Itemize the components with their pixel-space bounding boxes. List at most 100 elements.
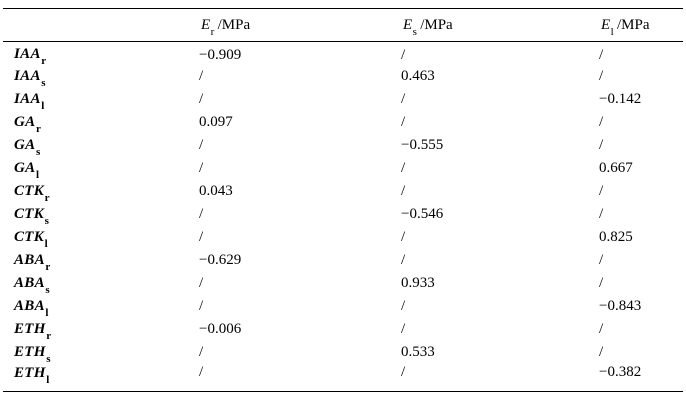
column-symbol: E [201,16,211,33]
cell-ga-l-col2: / [401,159,406,176]
row-label-subscript: l [45,306,49,319]
cell-ga-l-col3: 0.667 [599,159,633,176]
column-header-l: El /MPa [599,8,683,42]
cell-ga-s-col2: −0.555 [401,136,444,153]
row-label-text: GA [14,159,36,176]
cell-ga-s-col1: / [199,136,204,153]
row-label-subscript: r [46,329,52,342]
row-label-eth-r: ETHr [3,318,199,342]
cell-eth-r-col2: / [401,320,406,337]
table-row-ga-s: GAs / −0.555/ [3,134,683,158]
cell-iaa-s-col1: / [199,67,204,84]
cell-iaa-l-col1: / [199,90,204,107]
table-header: Er /MPa Es /MPa El /MPa [3,8,683,42]
column-unit: /MPa [213,16,251,33]
table-body: IAAr −0.909// IAAs/0.463/IAAl / / −0.142 GAr 0.… [3,42,683,392]
row-label-subscript: l [46,373,50,386]
row-label-subscript: l [41,99,45,112]
cell-eth-l-col3: −0.382 [599,364,642,380]
cell-eth-s-col1: / [199,343,204,360]
cell-aba-s-col2: 0.933 [401,274,435,291]
row-label-text: GA [14,113,36,130]
row-label-subscript: r [45,260,51,273]
row-label-subscript: s [46,352,51,365]
cell-ctk-s-col3: / [599,205,604,222]
cell-eth-s-col2: 0.533 [401,343,435,360]
cell-aba-r-col3: / [599,251,604,268]
cell-ctk-r-col3: / [599,182,604,199]
row-label-text: ETH [14,343,46,360]
row-label-ga-l: GAl [3,157,199,181]
cell-ctk-r-col1: 0.043 [199,182,233,199]
cell-iaa-r-col2: / [401,46,406,63]
column-header-r: Er /MPa [199,8,401,42]
cell-ctk-l-col2: / [401,228,406,245]
column-subscript: r [210,25,215,38]
column-symbol: E [601,16,611,33]
row-label-aba-s: ABAs [3,272,199,296]
row-label-text: IAA [14,67,41,84]
row-label-text: GA [14,136,36,153]
table-row-eth-s: ETHs/0.533/ [3,341,683,365]
correlation-table: Er /MPa Es /MPa El /MPa IAAr −0.909// IAAs/0… [3,8,683,392]
cell-iaa-r-col1: −0.909 [199,46,242,63]
cell-ctk-l-col3: 0.825 [599,228,633,245]
table-header-row: Er /MPa Es /MPa El /MPa [3,8,683,42]
row-label-text: IAA [14,46,41,63]
table-row-iaa-l: IAAl / / −0.142 [3,88,683,112]
cell-aba-s-col1: / [199,274,204,291]
cell-ga-l-col1: / [199,159,204,176]
column-subscript: l [610,25,614,38]
cell-aba-l-col2: / [401,297,406,314]
column-symbol: E [403,16,413,33]
column-header-s: Es /MPa [401,8,599,42]
cell-iaa-l-col2: / [401,90,406,107]
row-label-text: ABA [14,251,45,268]
row-label-subscript: s [35,145,41,158]
table-row-ga-r: GAr 0.097// [3,111,683,135]
row-label-aba-l: ABAl [3,295,199,319]
cell-iaa-r-col3: / [599,46,604,63]
row-label-subscript: r [44,191,50,204]
cell-eth-l-col2: / [401,364,406,380]
row-label-iaa-r: IAAr [3,42,199,68]
row-label-subscript: l [44,237,48,250]
table-row-aba-s: ABAs/0.933/ [3,272,683,296]
row-label-ga-s: GAs [3,134,199,158]
row-label-iaa-s: IAAs [3,65,199,89]
row-label-text: CTK [14,228,45,245]
row-label-subscript: l [35,168,40,181]
row-label-subscript: r [35,122,42,135]
row-label-eth-s: ETHs [3,341,199,365]
row-label-text: ETH [14,320,46,337]
row-label-ga-r: GAr [3,111,199,135]
cell-aba-l-col3: −0.843 [599,297,642,314]
cell-eth-s-col3: / [599,343,604,360]
cell-ga-r-col3: / [599,113,604,130]
table-row-ctk-s: CTKs / −0.546/ [3,203,683,227]
cell-iaa-s-col2: 0.463 [401,67,435,84]
cell-iaa-l-col3: −0.142 [599,90,642,107]
cell-eth-r-col3: / [599,320,604,337]
row-label-text: CTK [14,205,45,222]
table-row-aba-l: ABAl / / −0.843 [3,295,683,319]
row-label-subscript: r [41,55,47,68]
cell-ga-s-col3: / [599,136,604,153]
row-label-eth-l: ETHl [3,364,199,392]
row-label-subscript: s [41,76,46,89]
table-row-eth-l: ETHl / / −0.382 [3,364,683,392]
cell-ga-r-col1: 0.097 [199,113,233,130]
row-label-ctk-s: CTKs [3,203,199,227]
cell-aba-l-col1: / [199,297,204,314]
cell-aba-s-col3: / [599,274,604,291]
cell-ctk-r-col2: / [401,182,406,199]
row-label-ctk-r: CTKr [3,180,199,204]
table-row-aba-r: ABAr −0.629// [3,249,683,273]
column-unit: /MPa [613,16,650,33]
cell-ctk-s-col2: −0.546 [401,205,444,222]
row-label-subscript: s [45,283,51,296]
row-label-text: ABA [14,274,45,291]
cell-aba-r-col1: −0.629 [199,251,242,268]
cell-ga-r-col2: / [401,113,406,130]
cell-eth-r-col1: −0.006 [199,320,242,337]
